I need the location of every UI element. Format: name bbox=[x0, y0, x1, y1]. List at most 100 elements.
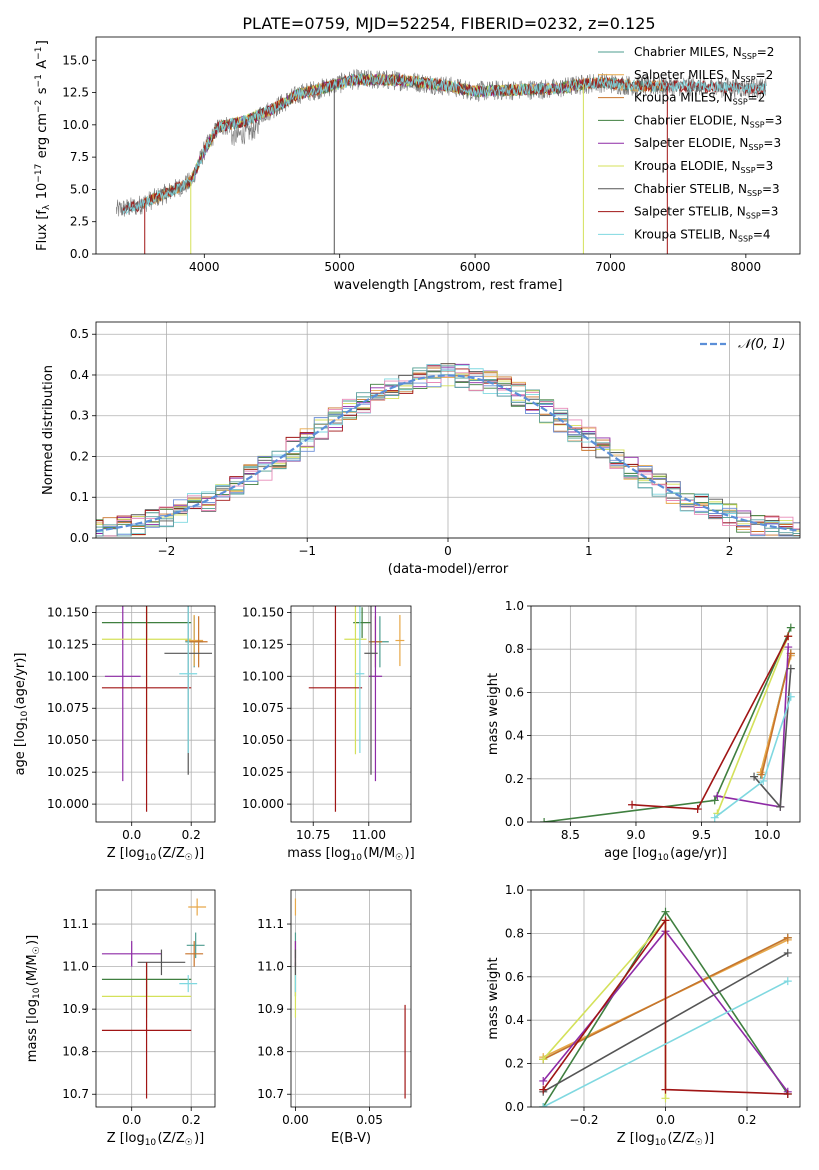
x-tick-label: 9.0 bbox=[626, 828, 645, 842]
y-tick-label: 10.000 bbox=[242, 797, 284, 811]
label-script: ☉ bbox=[695, 1138, 703, 1148]
errorbars bbox=[101, 606, 213, 812]
label-part: age [ bbox=[13, 742, 28, 775]
label-script: ☉ bbox=[185, 1138, 193, 1148]
legend-label: Chabrier ELODIE, N bbox=[634, 113, 750, 127]
legend-value: =3 bbox=[765, 113, 783, 127]
y-tick-label: 0.2 bbox=[505, 1057, 524, 1071]
y-tick-label: 10.125 bbox=[242, 637, 284, 651]
x-axis-label: (data-model)/error bbox=[388, 562, 509, 577]
y-tick-label: 10.8 bbox=[62, 1045, 89, 1059]
y-tick-label: 12.5 bbox=[62, 86, 89, 100]
label-part: )] bbox=[704, 1131, 714, 1146]
series-marker bbox=[661, 907, 670, 916]
label-part: log bbox=[25, 999, 40, 1019]
legend-label: Kroupa ELODIE, N bbox=[634, 159, 741, 173]
y-tick-label: 10.075 bbox=[242, 701, 284, 715]
massweight_vs_age-panel: 8.5 9.0 9.5 10.0 0.0 0.2 0.4 0.6 0.8 1.0 age [log1… bbox=[486, 599, 801, 863]
y-axis-label: Flux [fλ 10−17 erg cm−2 s−1 A−1 ] bbox=[34, 40, 52, 251]
histogram-step bbox=[96, 364, 800, 537]
legend-entry: Chabrier MILES, NSSP=2 bbox=[634, 45, 774, 61]
y-tick-label: 10.9 bbox=[62, 1002, 89, 1016]
x-tick-label: 8000 bbox=[731, 260, 762, 274]
legend-value: =4 bbox=[753, 227, 771, 241]
label-part: M bbox=[384, 846, 395, 861]
label-part: Z bbox=[176, 1131, 185, 1146]
axes-frame bbox=[95, 36, 801, 255]
legend-normal-label: 𝒩(0, 1) bbox=[738, 337, 785, 352]
legend-value: =3 bbox=[763, 136, 781, 150]
series-marker bbox=[786, 664, 795, 673]
y-tick-label: 10.150 bbox=[242, 605, 284, 619]
legend-entry: Salpeter MILES, NSSP=2 bbox=[634, 68, 773, 84]
legend-sub: SSP bbox=[746, 212, 761, 221]
errorbar-point bbox=[308, 606, 363, 812]
legend-entry: Chabrier ELODIE, NSSP=3 bbox=[634, 113, 782, 129]
x-tick-label: 0.00 bbox=[282, 1113, 309, 1127]
label-part: Z [ bbox=[617, 1131, 635, 1146]
y-tick-label: 11.1 bbox=[62, 917, 89, 931]
y-tick-label: 0.0 bbox=[70, 531, 89, 545]
legend-sub: SSP bbox=[750, 120, 765, 129]
legend-entry: Salpeter ELODIE, NSSP=3 bbox=[634, 136, 781, 152]
x-tick-label: 9.5 bbox=[692, 828, 711, 842]
y-tick-label: 10.025 bbox=[242, 765, 284, 779]
y-axis-label: mass [log10 (M/M☉ )] bbox=[25, 935, 42, 1062]
legend-entry: Chabrier STELIB, NSSP=3 bbox=[634, 182, 780, 198]
label-part: log bbox=[125, 1131, 145, 1146]
legend-value: =3 bbox=[762, 182, 780, 196]
x-axis-label: Z [log10 (Z/Z☉ )] bbox=[107, 846, 205, 863]
series-marker bbox=[710, 813, 719, 822]
label-part: mass weight bbox=[486, 957, 501, 1039]
errorbar-point bbox=[353, 607, 371, 638]
legend-sub: SSP bbox=[748, 143, 763, 152]
axes-frame bbox=[290, 889, 412, 1108]
x-tick-label: 7000 bbox=[595, 260, 626, 274]
label-part: Flux [ bbox=[35, 215, 50, 251]
x-axis-label: E(B-V) bbox=[331, 1131, 371, 1146]
label-part: )] bbox=[25, 935, 40, 945]
y-tick-label: 0.8 bbox=[505, 926, 524, 940]
y-tick-label: 10.7 bbox=[62, 1087, 89, 1101]
y-tick-label: 0.5 bbox=[70, 327, 89, 341]
errorbar-point bbox=[185, 941, 204, 967]
errorbars bbox=[294, 898, 406, 1099]
legend-label: Salpeter STELIB, N bbox=[634, 205, 746, 219]
x-tick-label: 2 bbox=[726, 544, 734, 558]
axes-frame bbox=[530, 605, 801, 823]
legend-entry: Kroupa MILES, NSSP=2 bbox=[634, 91, 765, 107]
x-tick-label: 5000 bbox=[324, 260, 355, 274]
axes-frame bbox=[95, 321, 801, 539]
y-tick-label: 1.0 bbox=[505, 883, 524, 897]
label-part: Z [ bbox=[107, 846, 125, 861]
series-marker bbox=[661, 1094, 670, 1103]
errorbar-point bbox=[101, 941, 162, 967]
x-axis-label: age [log10 (age/yr)] bbox=[604, 846, 727, 863]
errorbar-point bbox=[355, 606, 365, 753]
y-tick-label: 0.1 bbox=[70, 490, 89, 504]
x-tick-label: 0.2 bbox=[182, 828, 201, 842]
label-part: Z [ bbox=[107, 1131, 125, 1146]
label-part: (M/ bbox=[363, 846, 384, 861]
mass_vs_EBV-panel: 0.00 0.05 10.7 10.8 10.9 11.0 11.1 E(B-V) bbox=[257, 889, 412, 1146]
axes-frame bbox=[290, 605, 412, 823]
x-tick-label: 10.75 bbox=[296, 828, 330, 842]
label-part: f bbox=[35, 210, 50, 215]
series-line bbox=[543, 627, 792, 822]
label-script: −1 bbox=[34, 47, 44, 60]
x-tick-label: 6000 bbox=[460, 260, 491, 274]
legend-value: =2 bbox=[757, 45, 775, 59]
series-marker bbox=[713, 792, 722, 801]
x-tick-label: 0.05 bbox=[356, 1113, 383, 1127]
x-tick-label: 0.0 bbox=[122, 1113, 141, 1127]
y-tick-label: 0.0 bbox=[505, 815, 524, 829]
age_vs_mass-panel: 10.75 11.00 10.000 10.025 10.050 10.075 10.100… bbox=[242, 605, 415, 863]
label-part: Normed distribution bbox=[41, 365, 56, 495]
label-part: erg bbox=[35, 133, 50, 163]
label-script: −17 bbox=[34, 164, 44, 183]
legend-sub: SSP bbox=[747, 189, 762, 198]
series-marker bbox=[661, 916, 670, 925]
x-tick-label: 4000 bbox=[189, 260, 220, 274]
errorbar-point bbox=[395, 614, 405, 667]
mass_vs_Z-panel: 0.0 0.210.710.810.911.011.1Z [log10 (Z/Z☉… bbox=[25, 889, 216, 1148]
